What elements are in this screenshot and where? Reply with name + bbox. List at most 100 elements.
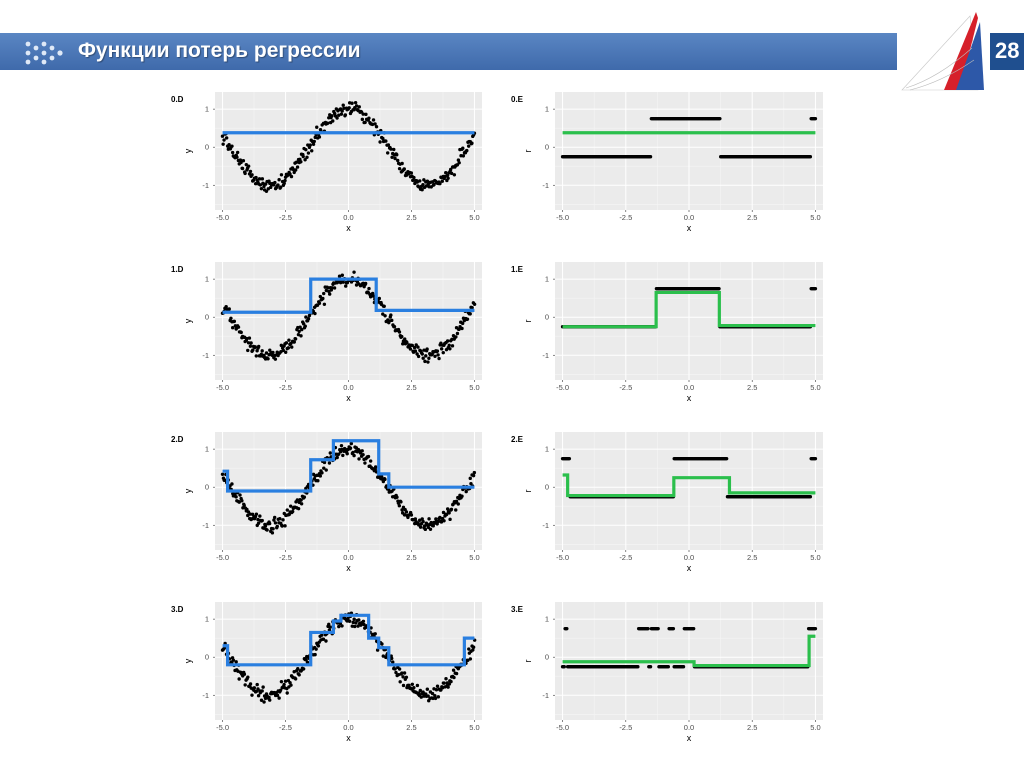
data-point (321, 296, 325, 301)
data-point (243, 683, 247, 687)
data-point (279, 679, 284, 684)
data-point (227, 143, 231, 147)
data-point (361, 619, 366, 624)
data-point (241, 158, 246, 163)
data-point (306, 143, 310, 147)
data-point (421, 182, 425, 187)
y-tick-label: -1 (542, 691, 549, 700)
data-point (399, 500, 403, 504)
data-point (434, 688, 439, 692)
data-point (322, 302, 327, 306)
data-point (381, 654, 385, 658)
data-point (425, 347, 429, 351)
data-point (332, 286, 337, 290)
data-point (346, 616, 350, 621)
x-axis-label: x (687, 223, 692, 233)
data-point (248, 512, 252, 516)
data-point (331, 119, 335, 123)
data-point (451, 668, 456, 672)
data-point (419, 695, 423, 699)
y-tick-label: -1 (542, 181, 549, 190)
data-point (335, 455, 339, 460)
data-point (268, 348, 272, 352)
x-tick-label: 5.0 (469, 553, 479, 562)
data-point (281, 518, 285, 522)
y-axis-label: y (183, 318, 193, 323)
data-point (259, 186, 264, 191)
data-point (296, 332, 301, 337)
y-tick-label: 0 (205, 653, 209, 662)
data-point (273, 180, 277, 185)
data-point (230, 150, 235, 155)
data-point (304, 658, 308, 662)
data-point (318, 127, 323, 132)
data-point (352, 617, 356, 621)
data-point (438, 181, 442, 186)
data-point (252, 686, 257, 690)
data-point (284, 341, 289, 345)
data-point (383, 477, 387, 482)
data-point (254, 354, 258, 358)
data-point (337, 624, 341, 629)
data-point (300, 327, 304, 332)
data-point (339, 112, 344, 116)
data-point (239, 330, 243, 335)
y-tick-label: 1 (545, 275, 549, 284)
chart-title: 2.E (511, 435, 524, 444)
data-point (384, 139, 388, 143)
data-point (222, 138, 226, 142)
data-point (237, 677, 241, 681)
y-axis-label: y (183, 658, 193, 663)
data-point (397, 504, 402, 508)
data-point (466, 658, 470, 662)
data-point (342, 106, 346, 110)
data-point (339, 443, 344, 448)
data-point (422, 524, 427, 528)
data-point (442, 519, 446, 523)
data-point (367, 286, 371, 291)
data-point (341, 103, 345, 107)
y-tick-label: -1 (202, 521, 209, 530)
data-point (396, 672, 401, 677)
data-point (461, 146, 465, 150)
data-point (328, 451, 332, 455)
x-tick-label: 2.5 (747, 213, 757, 222)
data-point (363, 461, 367, 465)
data-point (289, 174, 294, 179)
data-point (460, 494, 464, 498)
data-point (456, 158, 461, 162)
x-tick-label: -5.0 (216, 723, 229, 732)
chart-0-E: -5.0 -2.5 0.0 2.5 5.0 1 0 -1 x r 0.E (511, 92, 823, 233)
data-point (337, 274, 342, 278)
y-tick-label: 1 (205, 615, 209, 624)
data-point (471, 645, 476, 649)
data-point (457, 161, 461, 165)
x-tick-label: 5.0 (810, 213, 820, 222)
data-point (409, 513, 414, 517)
data-point (460, 321, 465, 326)
y-tick-label: 1 (205, 275, 209, 284)
chart-title: 0.D (171, 95, 184, 104)
data-point (347, 619, 352, 623)
data-point (373, 122, 377, 126)
data-point (260, 177, 265, 181)
data-point (278, 517, 282, 521)
data-point (377, 296, 382, 301)
data-point (681, 665, 686, 669)
data-point (299, 498, 303, 502)
data-point (306, 151, 311, 155)
data-point (368, 459, 373, 463)
data-point (420, 188, 424, 192)
data-point (262, 700, 266, 704)
data-point (260, 349, 264, 353)
x-tick-label: 0.0 (684, 553, 694, 562)
data-point (343, 447, 348, 452)
data-point (405, 340, 409, 345)
chart-2-E: -5.0 -2.5 0.0 2.5 5.0 1 0 -1 x r 2.E (511, 432, 823, 573)
data-point (335, 116, 339, 120)
data-point (398, 680, 402, 684)
data-point (327, 622, 331, 627)
data-point (391, 660, 395, 664)
data-point (565, 626, 569, 631)
data-point (283, 350, 288, 354)
